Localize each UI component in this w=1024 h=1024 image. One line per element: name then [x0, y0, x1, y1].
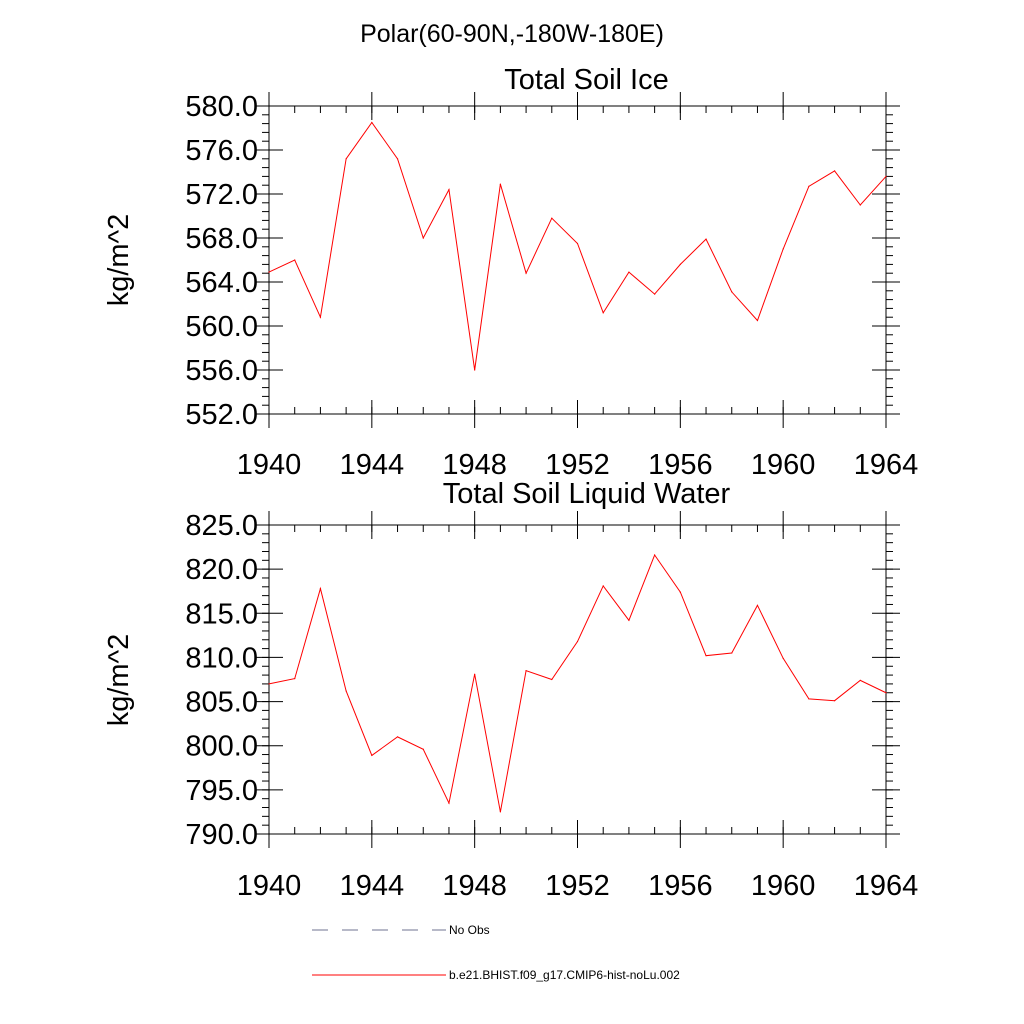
x-tick-label: 1948 — [442, 449, 507, 481]
y-tick-label: 795.0 — [185, 775, 258, 807]
data-point — [628, 619, 630, 621]
data-point — [448, 189, 450, 191]
data-point — [294, 678, 296, 680]
x-tick-label: 1952 — [545, 870, 610, 902]
legend-label-model-run: b.e21.BHIST.f09_g17.CMIP6-hist-noLu.002 — [449, 968, 680, 982]
x-tick-label: 1940 — [237, 449, 302, 481]
data-point — [551, 217, 553, 219]
data-point — [628, 271, 630, 273]
figure-supertitle: Polar(60-90N,-180W-180E) — [360, 20, 664, 48]
y-tick-label: 572.0 — [185, 179, 258, 211]
x-tick-label: 1944 — [340, 449, 405, 481]
y-tick-label: 825.0 — [185, 510, 258, 542]
data-point — [705, 238, 707, 240]
data-point — [885, 175, 887, 177]
data-point — [474, 673, 476, 675]
y-tick-label: 820.0 — [185, 554, 258, 586]
data-point — [448, 802, 450, 804]
data-point — [371, 754, 373, 757]
x-tick-label: 1952 — [545, 449, 610, 481]
data-point — [576, 242, 579, 245]
data-point — [859, 204, 861, 206]
data-point — [551, 678, 553, 681]
x-tick-label: 1948 — [442, 870, 507, 902]
x-tick-label: 1964 — [854, 449, 919, 481]
data-point — [319, 587, 322, 590]
x-tick-label: 1956 — [648, 449, 713, 481]
data-point — [782, 248, 784, 250]
data-point — [576, 640, 579, 643]
data-point — [345, 158, 347, 160]
y-tick-label: 568.0 — [185, 223, 258, 255]
data-point — [268, 683, 270, 685]
data-point — [885, 692, 887, 694]
panel-total-soil-liquid-water: Total Soil Liquid Water kg/m^2 1940 1944 194… — [103, 478, 918, 902]
y-tick-label: 576.0 — [185, 135, 258, 167]
x-tick-label: 1944 — [340, 870, 405, 902]
data-point — [294, 259, 296, 261]
y-axis-label: kg/m^2 — [103, 634, 135, 727]
data-point — [345, 690, 347, 692]
data-point — [654, 554, 656, 556]
data-point — [833, 170, 836, 172]
x-tick-label: 1960 — [751, 870, 816, 902]
data-point — [679, 591, 681, 593]
data-point — [422, 237, 424, 239]
data-point — [731, 291, 733, 293]
data-point — [756, 319, 759, 322]
panel-total-soil-ice: Total Soil Ice kg/m^2 1940 1944 1948 1952 1956… — [103, 64, 918, 481]
data-point — [833, 700, 836, 702]
y-tick-label: 790.0 — [185, 819, 258, 851]
data-point — [422, 748, 424, 750]
y-tick-label: 560.0 — [185, 311, 258, 343]
legend-label-no-obs: No Obs — [449, 923, 490, 937]
y-tick-label: 800.0 — [185, 731, 258, 763]
data-point — [499, 811, 501, 813]
data-point — [705, 655, 707, 657]
plot-frame — [268, 105, 887, 415]
data-point — [679, 263, 681, 265]
data-point — [808, 185, 810, 187]
data-point — [371, 121, 373, 124]
data-point — [396, 158, 399, 160]
legend: No Obs b.e21.BHIST.f09_g17.CMIP6-hist-no… — [312, 923, 680, 982]
y-tick-label: 556.0 — [185, 355, 258, 387]
data-point — [731, 652, 733, 654]
data-point — [756, 604, 759, 606]
y-tick-label: 552.0 — [185, 399, 258, 431]
y-axis-label: kg/m^2 — [103, 214, 135, 307]
plot-frame — [268, 524, 887, 835]
x-tick-label: 1960 — [751, 449, 816, 481]
data-point — [808, 698, 810, 700]
y-tick-label: 564.0 — [185, 267, 258, 299]
y-tick-label: 580.0 — [185, 91, 258, 123]
y-tick-label: 815.0 — [185, 598, 258, 630]
data-point — [268, 271, 270, 273]
data-point — [474, 369, 476, 371]
series-line-total-soil-ice — [268, 121, 887, 371]
data-point — [859, 679, 861, 681]
data-point — [396, 736, 399, 738]
x-tick-label: 1964 — [854, 870, 919, 902]
data-point — [525, 670, 527, 672]
series-line-total-soil-liquid-water — [268, 553, 887, 813]
x-tick-label: 1956 — [648, 870, 713, 902]
chart-title: Total Soil Liquid Water — [443, 478, 731, 510]
x-tick-label: 1940 — [237, 870, 302, 902]
y-tick-label: 810.0 — [185, 642, 258, 674]
data-point — [782, 657, 784, 659]
data-point — [602, 585, 604, 587]
chart-title: Total Soil Ice — [504, 64, 668, 96]
y-tick-label: 805.0 — [185, 687, 258, 719]
data-point — [602, 312, 604, 314]
data-point — [654, 293, 656, 295]
data-point — [319, 316, 322, 318]
data-point — [499, 183, 501, 185]
data-point — [525, 272, 527, 274]
